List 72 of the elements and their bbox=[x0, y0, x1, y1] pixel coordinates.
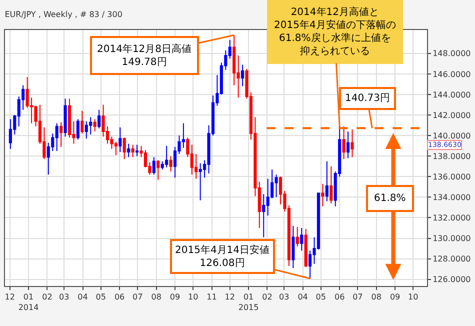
candlestick bbox=[346, 130, 350, 159]
x-tick-label: 02 bbox=[262, 292, 272, 302]
candlestick bbox=[8, 118, 12, 150]
x-tick-label: 09 bbox=[170, 292, 180, 302]
x-tick-label: 06 bbox=[334, 292, 345, 302]
candlestick bbox=[60, 122, 63, 148]
candlestick bbox=[135, 144, 139, 157]
x-tick-label: 10 bbox=[188, 292, 198, 302]
candlestick bbox=[240, 64, 244, 87]
y-tick-label: 132.0000 bbox=[432, 214, 471, 223]
candlestick bbox=[118, 126, 122, 152]
candlestick bbox=[80, 110, 84, 134]
candlestick bbox=[131, 144, 134, 158]
annotation: 2014年12月8日高値 149.78円 bbox=[97, 43, 192, 68]
y-tick-label: 142.0000 bbox=[432, 110, 471, 120]
candlestick bbox=[98, 109, 101, 129]
candlestick bbox=[165, 145, 168, 168]
candlestick bbox=[321, 183, 324, 207]
candlestick bbox=[330, 166, 333, 204]
x-tick-label: 01 2014 bbox=[18, 292, 39, 312]
x-tick-label: 09 bbox=[390, 292, 400, 302]
candlestick bbox=[84, 120, 88, 140]
candlestick bbox=[127, 143, 130, 158]
candlestick bbox=[342, 126, 346, 160]
y-tick-label: 140.0000 bbox=[432, 131, 471, 140]
candlestick bbox=[64, 98, 67, 138]
candlestick bbox=[169, 156, 172, 172]
ref-line-label: 140.73円 bbox=[345, 93, 390, 104]
x-tick-label: 08 bbox=[151, 292, 162, 302]
x-tick-label: 04 bbox=[78, 292, 88, 302]
x-tick-label: 12 bbox=[224, 292, 235, 302]
chart-title: EUR/JPY , Weekly , # 83 / 300 bbox=[4, 10, 122, 20]
y-tick-label: 144.0000 bbox=[432, 90, 471, 100]
x-tick-label: 07 bbox=[352, 292, 363, 302]
y-tick-label: 126.0000 bbox=[432, 275, 471, 284]
annotation: 61.8% bbox=[374, 193, 406, 204]
x-tick-label: 02 bbox=[42, 292, 52, 302]
x-tick-label: 05 bbox=[96, 292, 106, 302]
candlestick bbox=[304, 228, 308, 268]
candlestick bbox=[89, 116, 92, 136]
y-tick-label: 138.0000 bbox=[432, 152, 471, 161]
candlestick bbox=[93, 118, 96, 132]
candlestick bbox=[292, 225, 295, 269]
x-tick-label: 04 bbox=[298, 292, 308, 302]
x-tick-label: 12 bbox=[4, 292, 15, 302]
x-tick-label: 11 bbox=[206, 292, 217, 302]
candlestick bbox=[122, 137, 126, 160]
candlestick bbox=[296, 226, 299, 247]
x-tick-label: 03 bbox=[58, 292, 70, 302]
candlestick bbox=[198, 162, 202, 201]
x-tick-label: 10 bbox=[408, 292, 418, 302]
candlestick bbox=[76, 118, 80, 140]
x-tick-label: 07 bbox=[132, 292, 143, 302]
candlestick bbox=[350, 128, 354, 158]
y-tick-label: 146.0000 bbox=[432, 70, 471, 79]
x-tick-label: 03 bbox=[279, 292, 290, 302]
annotation: 2014年12月高値と2015年4月安値の下落幅の61.8%戻し水準に上値を抑えられている bbox=[274, 6, 396, 57]
candlestick bbox=[152, 156, 156, 176]
annotation: 2015年4月14日安値 126.08円 bbox=[175, 244, 270, 269]
y-tick-label: 134.0000 bbox=[432, 192, 471, 202]
y-tick-label: 136.0000 bbox=[432, 172, 471, 182]
candlestick bbox=[55, 122, 58, 152]
y-tick-label: 148.0000 bbox=[432, 49, 471, 58]
x-tick-label: 08 bbox=[371, 292, 382, 302]
x-tick-label: 05 bbox=[316, 292, 326, 302]
x-tick-label: 06 bbox=[114, 292, 125, 302]
x-tick-label: 01 2015 bbox=[238, 292, 259, 312]
candlestick bbox=[156, 160, 160, 180]
candlestick bbox=[325, 160, 328, 202]
y-tick-label: 130.0000 bbox=[432, 234, 471, 244]
y-tick-label: 128.0000 bbox=[432, 254, 471, 264]
candlestick bbox=[300, 227, 304, 252]
